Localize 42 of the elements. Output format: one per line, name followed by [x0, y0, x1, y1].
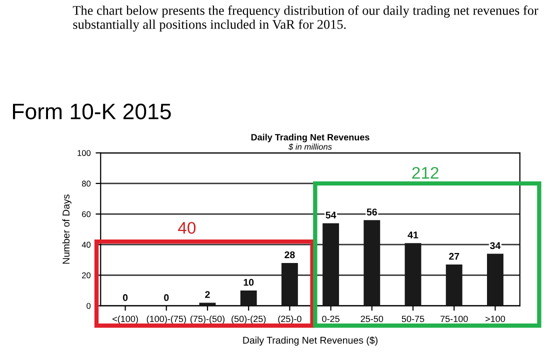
bar: [199, 302, 216, 306]
y-tick-label: 20: [82, 272, 91, 278]
data-label: 56: [366, 208, 377, 216]
x-tick-label: 25-50: [360, 316, 384, 322]
x-tick-label: 50-75: [402, 316, 424, 322]
annotation: 40: [178, 222, 196, 234]
bar: [364, 220, 380, 306]
data-label: 0: [122, 294, 128, 302]
data-label: 2: [205, 291, 210, 298]
chart-title: Daily Trading Net Revenues: [251, 134, 370, 142]
x-tick-label: 0-25: [322, 316, 340, 322]
data-label: 54: [326, 212, 336, 219]
x-tick-label: <(100): [112, 315, 138, 324]
y-tick-label: 40: [82, 242, 91, 248]
x-tick-label: 75-100: [440, 316, 468, 322]
data-label: 41: [408, 232, 418, 238]
text: The chart below presents the frequency distribution of our daily trading net revenues for substantially all positions included in VaR for 2015.: [72, 5, 538, 32]
data-label: 0: [164, 294, 169, 302]
bar: [446, 264, 462, 306]
x-tick-label: (100)-(75): [146, 315, 186, 324]
y-tick-label: 0: [86, 302, 91, 309]
bar: [486, 254, 504, 306]
bar: [281, 262, 298, 306]
chart-subtitle: $ in millions: [288, 143, 332, 150]
x-axis-title: Daily Trading Net Revenues ($): [243, 336, 378, 346]
bar: [322, 223, 340, 306]
bar: [404, 243, 422, 306]
x-tick-label: >100: [485, 316, 506, 322]
x-tick-label: (75)-(50): [190, 315, 224, 324]
x-tick-label: (50)-(25): [232, 315, 266, 324]
y-axis-title: Number of Days: [62, 194, 72, 264]
data-label: 10: [244, 278, 254, 286]
bar: [240, 290, 257, 306]
x-tick-label: (25)-0: [278, 315, 302, 324]
data-label: 28: [284, 251, 295, 258]
annotation: 212: [412, 166, 438, 179]
y-tick-label: 60: [82, 211, 91, 218]
y-tick-label: 80: [82, 180, 91, 187]
data-label: 34: [490, 242, 501, 250]
text: Form 10-K 2015: [13, 104, 171, 120]
y-tick-label: 100: [78, 150, 91, 156]
data-label: 27: [449, 252, 460, 260]
